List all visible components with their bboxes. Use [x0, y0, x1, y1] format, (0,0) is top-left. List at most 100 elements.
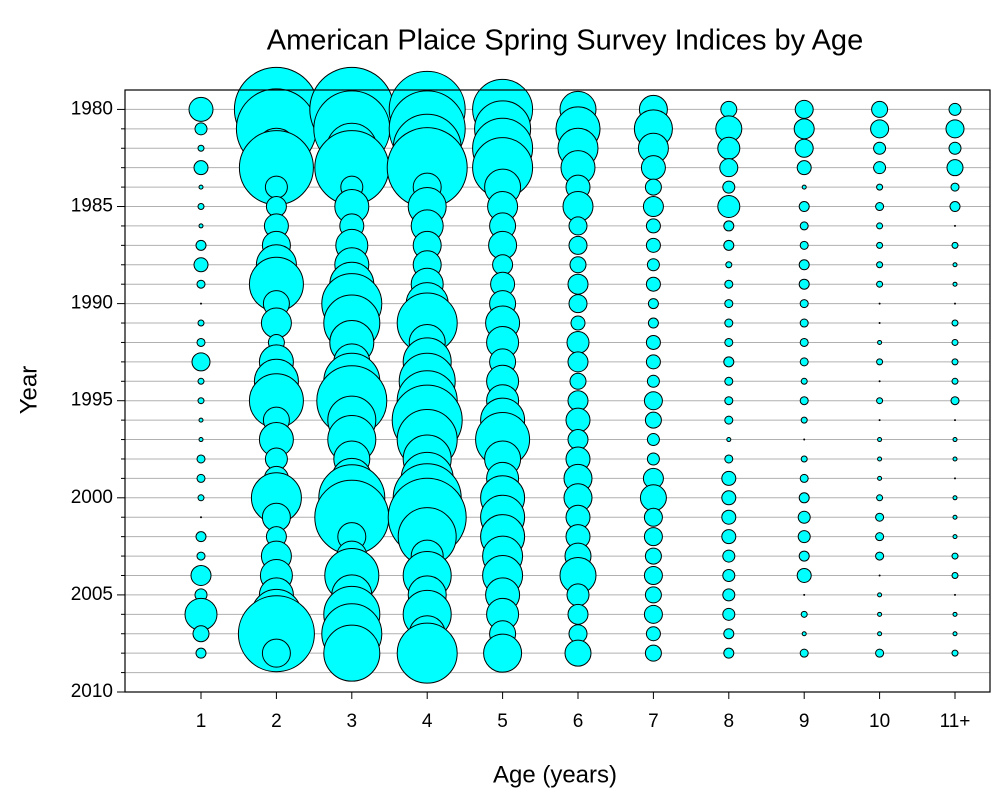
bubble [952, 495, 958, 501]
bubble [877, 456, 883, 462]
bubble [646, 374, 660, 388]
bubble [873, 161, 887, 175]
bubble [799, 473, 809, 483]
bubble [724, 337, 734, 347]
bubble [722, 568, 736, 582]
bubble [719, 158, 739, 178]
y-tick-label: 1985 [71, 196, 113, 217]
bubble [198, 223, 204, 229]
bubble [647, 317, 659, 329]
bubble [567, 351, 589, 373]
bubble [726, 437, 732, 443]
bubble [799, 318, 809, 328]
bubble [798, 278, 810, 290]
bubble [723, 356, 735, 368]
bubble [198, 437, 204, 443]
bubble [870, 119, 890, 139]
chart-title: American Plaice Spring Survey Indices by… [267, 25, 863, 57]
bubble [799, 299, 809, 309]
bubble [877, 631, 883, 637]
y-tick-label: 2000 [71, 487, 113, 508]
bubble [195, 531, 207, 543]
x-tick-label: 3 [347, 711, 358, 732]
bubble [639, 484, 667, 512]
bubble [724, 318, 734, 328]
bubble [193, 160, 209, 176]
bubble [194, 122, 208, 136]
bubble [951, 338, 959, 346]
bubble [197, 203, 205, 211]
bubble [878, 322, 881, 325]
bubble [803, 593, 806, 596]
bubble [717, 136, 741, 160]
bubble [950, 182, 960, 192]
bubble [951, 571, 959, 579]
y-tick-label: 1995 [71, 390, 113, 411]
bubble [723, 239, 735, 251]
bubble [260, 307, 292, 339]
bubble [723, 220, 735, 232]
bubble [793, 118, 815, 140]
bubble [876, 494, 884, 502]
plot-frame [124, 89, 991, 693]
x-tick-label: 10 [869, 711, 890, 732]
bubble [647, 298, 659, 310]
bubble [799, 396, 809, 406]
bubble [796, 160, 812, 176]
bubble [644, 411, 662, 429]
bubble [951, 241, 959, 249]
y-tick-label: 1980 [71, 98, 113, 119]
x-tick-label: 2 [271, 711, 282, 732]
bubble [717, 195, 741, 219]
bubble [877, 611, 883, 617]
bubble [643, 391, 663, 411]
bubble [800, 610, 808, 618]
bubble [952, 456, 958, 462]
bubble [948, 141, 962, 155]
bubble [950, 396, 960, 406]
bubble [798, 259, 810, 271]
bubble [878, 302, 881, 305]
bubble [722, 180, 736, 194]
bubble [800, 377, 808, 385]
bubble [946, 159, 964, 177]
bubble [954, 593, 956, 596]
y-tick-label: 2010 [71, 681, 113, 702]
bubble [798, 550, 810, 562]
bubble [873, 141, 887, 155]
bubble [642, 196, 664, 218]
bubble [876, 183, 884, 191]
bubble [954, 419, 956, 422]
bubble [483, 633, 523, 673]
bubble [644, 547, 662, 565]
bubble [198, 184, 204, 190]
bubble [949, 201, 961, 213]
bubble [722, 588, 736, 602]
bubble [188, 96, 214, 122]
bubble [798, 201, 810, 213]
bubble [644, 644, 662, 662]
bubble [952, 514, 958, 520]
bubble [720, 100, 738, 118]
bubble [261, 638, 291, 668]
y-tick-label: 1990 [71, 293, 113, 314]
bubble [799, 337, 809, 347]
bubble [197, 494, 205, 502]
x-tick-label: 1 [196, 711, 207, 732]
y-tick-label: 2005 [71, 584, 113, 605]
bubble [952, 611, 958, 617]
bubble [197, 144, 205, 152]
x-tick-label: 8 [724, 711, 735, 732]
bubble [799, 221, 809, 231]
bubble [567, 603, 589, 625]
bubble [564, 639, 592, 667]
y-axis-title: Year [15, 366, 42, 415]
bubble [570, 315, 586, 331]
bubble [875, 512, 885, 522]
bubble [196, 279, 206, 289]
bubble [645, 354, 661, 370]
bubble [877, 339, 883, 345]
bubble [643, 604, 663, 624]
bubble [725, 261, 733, 269]
